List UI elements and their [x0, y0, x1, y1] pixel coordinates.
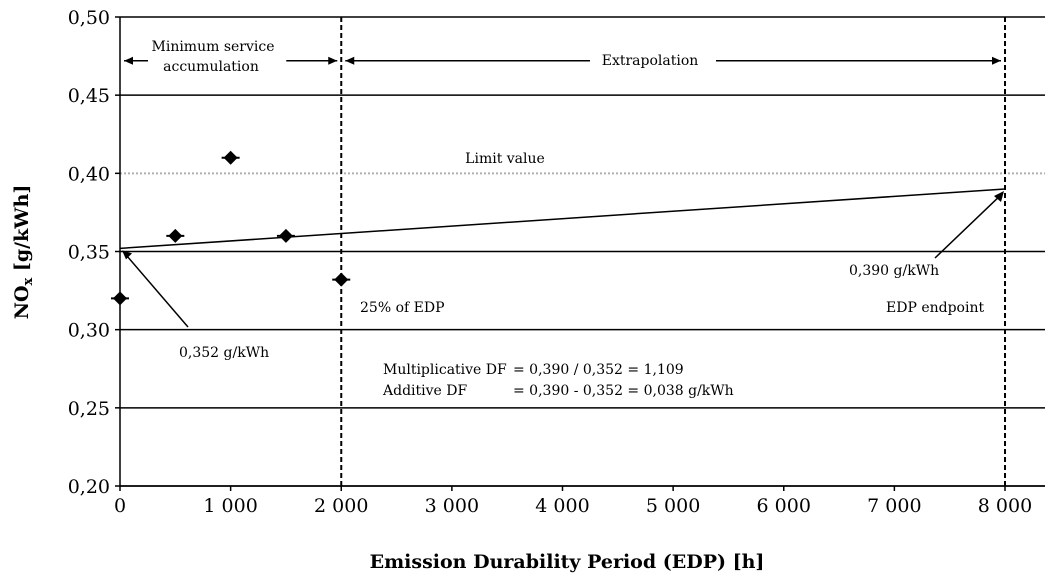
x-tick-label: 1 000 [203, 495, 257, 517]
x-tick-label: 5 000 [646, 495, 700, 517]
x-tick-label: 0 [114, 495, 126, 517]
y-axis-title: NOx [g/kWh] [11, 185, 36, 320]
min-service-label-2: accumulation [163, 59, 259, 75]
arrow-head [345, 56, 355, 65]
y-tick-label: 0,45 [68, 85, 110, 107]
start-value-leader [122, 250, 189, 328]
start-value-label: 0,352 g/kWh [179, 345, 269, 361]
x-tick-label: 6 000 [757, 495, 811, 517]
end-value-label: 0,390 g/kWh [849, 263, 939, 279]
span-arrows [122, 56, 1004, 328]
y-tick-labels: 0,20 0,25 0,30 0,35 0,40 0,45 0,50 [68, 7, 120, 498]
additive-df-equation: = 0,390 - 0,352 = 0,038 g/kWh [513, 383, 734, 399]
vertical-markers [340, 17, 1006, 486]
edp25-label: 25% of EDP [360, 300, 445, 316]
x-axis-title: Emission Durability Period (EDP) [h] [370, 551, 765, 573]
arrow-head [124, 56, 133, 65]
min-service-label-1: Minimum service [152, 39, 275, 55]
edp-endpoint-label: EDP endpoint [886, 300, 984, 316]
x-tick-label: 3 000 [425, 495, 479, 517]
y-tick-label: 0,50 [68, 7, 110, 29]
y-tick-label: 0,40 [68, 163, 110, 185]
x-tick-labels: 0 1 000 2 000 3 000 4 000 5 000 6 000 7 000 8 00… [114, 486, 1032, 517]
x-tick-label: 4 000 [535, 495, 589, 517]
arrow-head [122, 250, 132, 260]
y-tick-label: 0,30 [68, 320, 110, 342]
data-points [111, 150, 351, 306]
extrapolation-label: Extrapolation [602, 53, 699, 69]
limit-value-label: Limit value [465, 151, 545, 167]
data-point [166, 228, 185, 243]
y-tick-label: 0,35 [68, 242, 110, 264]
x-tick-label: 8 000 [978, 495, 1032, 517]
multiplicative-df-equation: = 0,390 / 0,352 = 1,109 [513, 362, 684, 378]
arrow-head [328, 56, 338, 65]
x-tick-label: 2 000 [314, 495, 368, 517]
additive-df-label: Additive DF [382, 383, 467, 399]
end-value-leader [934, 192, 1004, 259]
y-tick-label: 0,20 [68, 476, 110, 498]
data-point [111, 291, 129, 306]
gridlines [120, 16, 1045, 487]
data-point [221, 150, 240, 165]
x-tick-label: 7 000 [867, 495, 921, 517]
arrow-head [994, 190, 1004, 202]
multiplicative-df-label: Multiplicative DF [383, 362, 507, 378]
data-point [332, 272, 351, 287]
data-point [276, 228, 295, 243]
arrow-head [992, 56, 1001, 65]
y-tick-label: 0,25 [68, 398, 110, 420]
trend-line [119, 188, 1006, 250]
